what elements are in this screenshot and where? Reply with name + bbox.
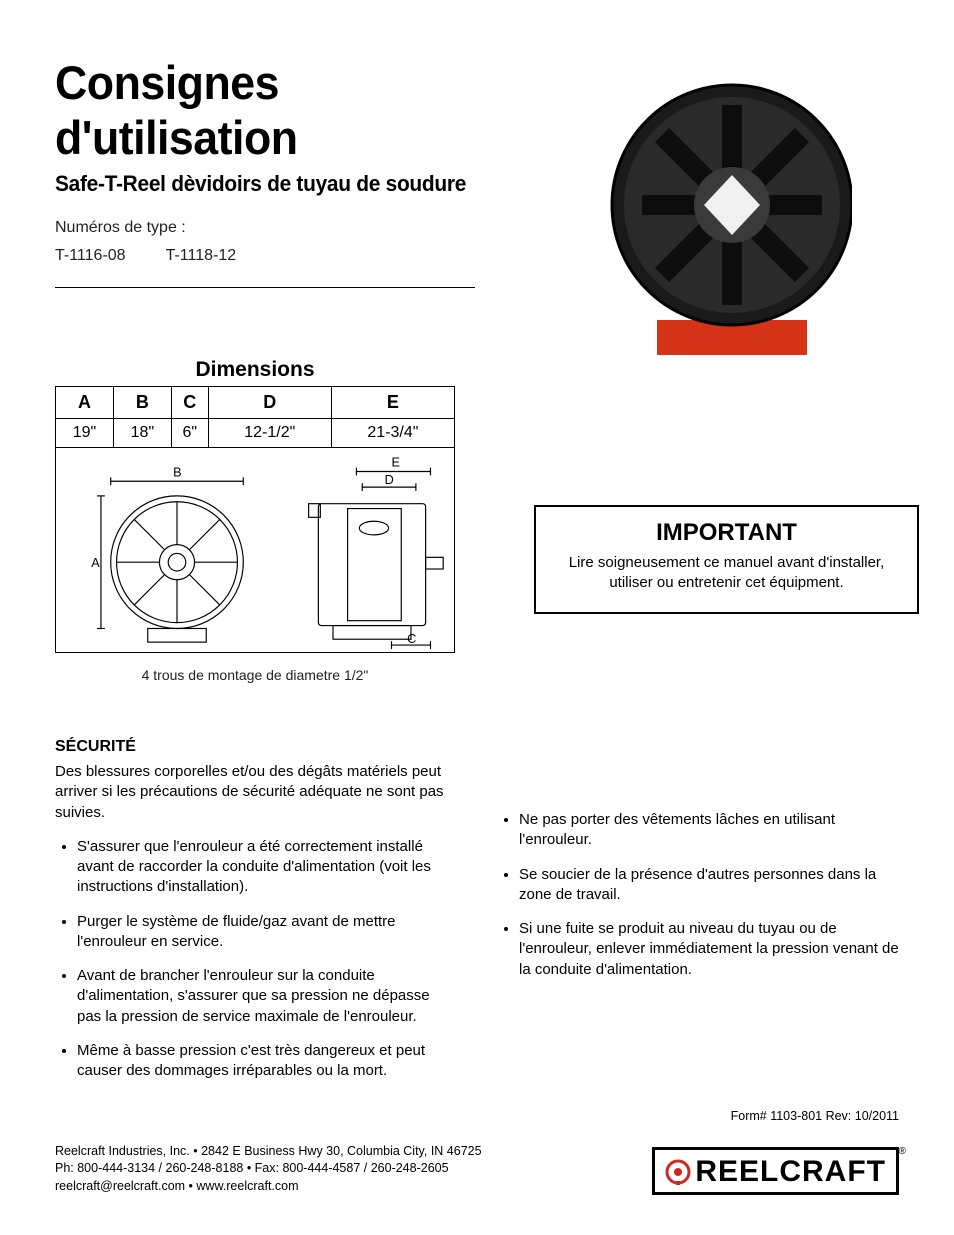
addr-line: Reelcraft Industries, Inc. • 2842 E Busi… — [55, 1143, 482, 1161]
technical-diagram: A B — [55, 448, 455, 653]
addr-line: Ph: 800-444-3134 / 260-248-8188 • Fax: 8… — [55, 1160, 482, 1178]
important-body: Lire soigneusement ce manuel avant d'ins… — [552, 553, 901, 594]
col-header: E — [331, 387, 454, 419]
reel-diagram-icon: A B — [60, 450, 450, 650]
list-item: Purger le système de fluide/gaz avant de… — [77, 912, 457, 953]
svg-text:D: D — [385, 473, 394, 487]
dimensions-table: A B C D E 19" 18" 6" 12-1/2" 21-3/4" — [55, 386, 455, 448]
cell: 6" — [171, 419, 208, 448]
list-item: Même à basse pression c'est très dangere… — [77, 1041, 457, 1082]
type-label: Numéros de type : — [55, 219, 524, 237]
list-item: S'assurer que l'enrouleur a été correcte… — [77, 837, 457, 898]
registered-mark: ® — [899, 1146, 906, 1157]
col-header: D — [208, 387, 331, 419]
list-item: Si une fuite se produit au niveau du tuy… — [519, 919, 899, 980]
page-title: Consignes d'utilisation — [55, 55, 501, 165]
company-logo: REELCRAFT ® — [652, 1147, 899, 1195]
type-number: T-1118-12 — [166, 247, 237, 265]
diagram-caption: 4 trous de montage de diametre 1/2" — [55, 667, 455, 683]
logo-text: REELCRAFT — [695, 1155, 886, 1189]
col-header: A — [56, 387, 114, 419]
page-footer: Form# 1103-801 Rev: 10/2011 Reelcraft In… — [55, 1109, 899, 1196]
cell: 19" — [56, 419, 114, 448]
list-item: Se soucier de la présence d'autres perso… — [519, 865, 899, 906]
cell: 12-1/2" — [208, 419, 331, 448]
important-heading: IMPORTANT — [552, 519, 901, 547]
list-item: Avant de brancher l'enrouleur sur la con… — [77, 966, 457, 1027]
divider — [55, 287, 475, 288]
cell: 21-3/4" — [331, 419, 454, 448]
svg-text:A: A — [91, 556, 100, 570]
security-intro: Des blessures corporelles et/ou des dégâ… — [55, 762, 457, 823]
reel-logo-icon — [665, 1159, 691, 1185]
product-photo — [602, 65, 852, 365]
addr-line: reelcraft@reelcraft.com • www.reelcraft.… — [55, 1178, 482, 1196]
list-item: Ne pas porter des vêtements lâches en ut… — [519, 810, 899, 851]
cell: 18" — [113, 419, 171, 448]
security-list-left: S'assurer que l'enrouleur a été correcte… — [55, 837, 457, 1082]
security-list-right: Ne pas porter des vêtements lâches en ut… — [497, 810, 899, 980]
important-callout: IMPORTANT Lire soigneusement ce manuel a… — [534, 505, 919, 614]
form-revision: Form# 1103-801 Rev: 10/2011 — [55, 1109, 899, 1123]
security-heading: SÉCURITÉ — [55, 738, 457, 756]
page-subtitle: Safe-T-Reel dèvidoirs de tuyau de soudur… — [55, 171, 501, 197]
col-header: B — [113, 387, 171, 419]
col-header: C — [171, 387, 208, 419]
svg-text:E: E — [391, 456, 399, 470]
svg-text:B: B — [173, 465, 181, 479]
svg-text:C: C — [407, 632, 416, 646]
type-number: T-1116-08 — [55, 247, 126, 265]
dimensions-title: Dimensions — [55, 358, 455, 382]
company-address: Reelcraft Industries, Inc. • 2842 E Busi… — [55, 1143, 482, 1196]
